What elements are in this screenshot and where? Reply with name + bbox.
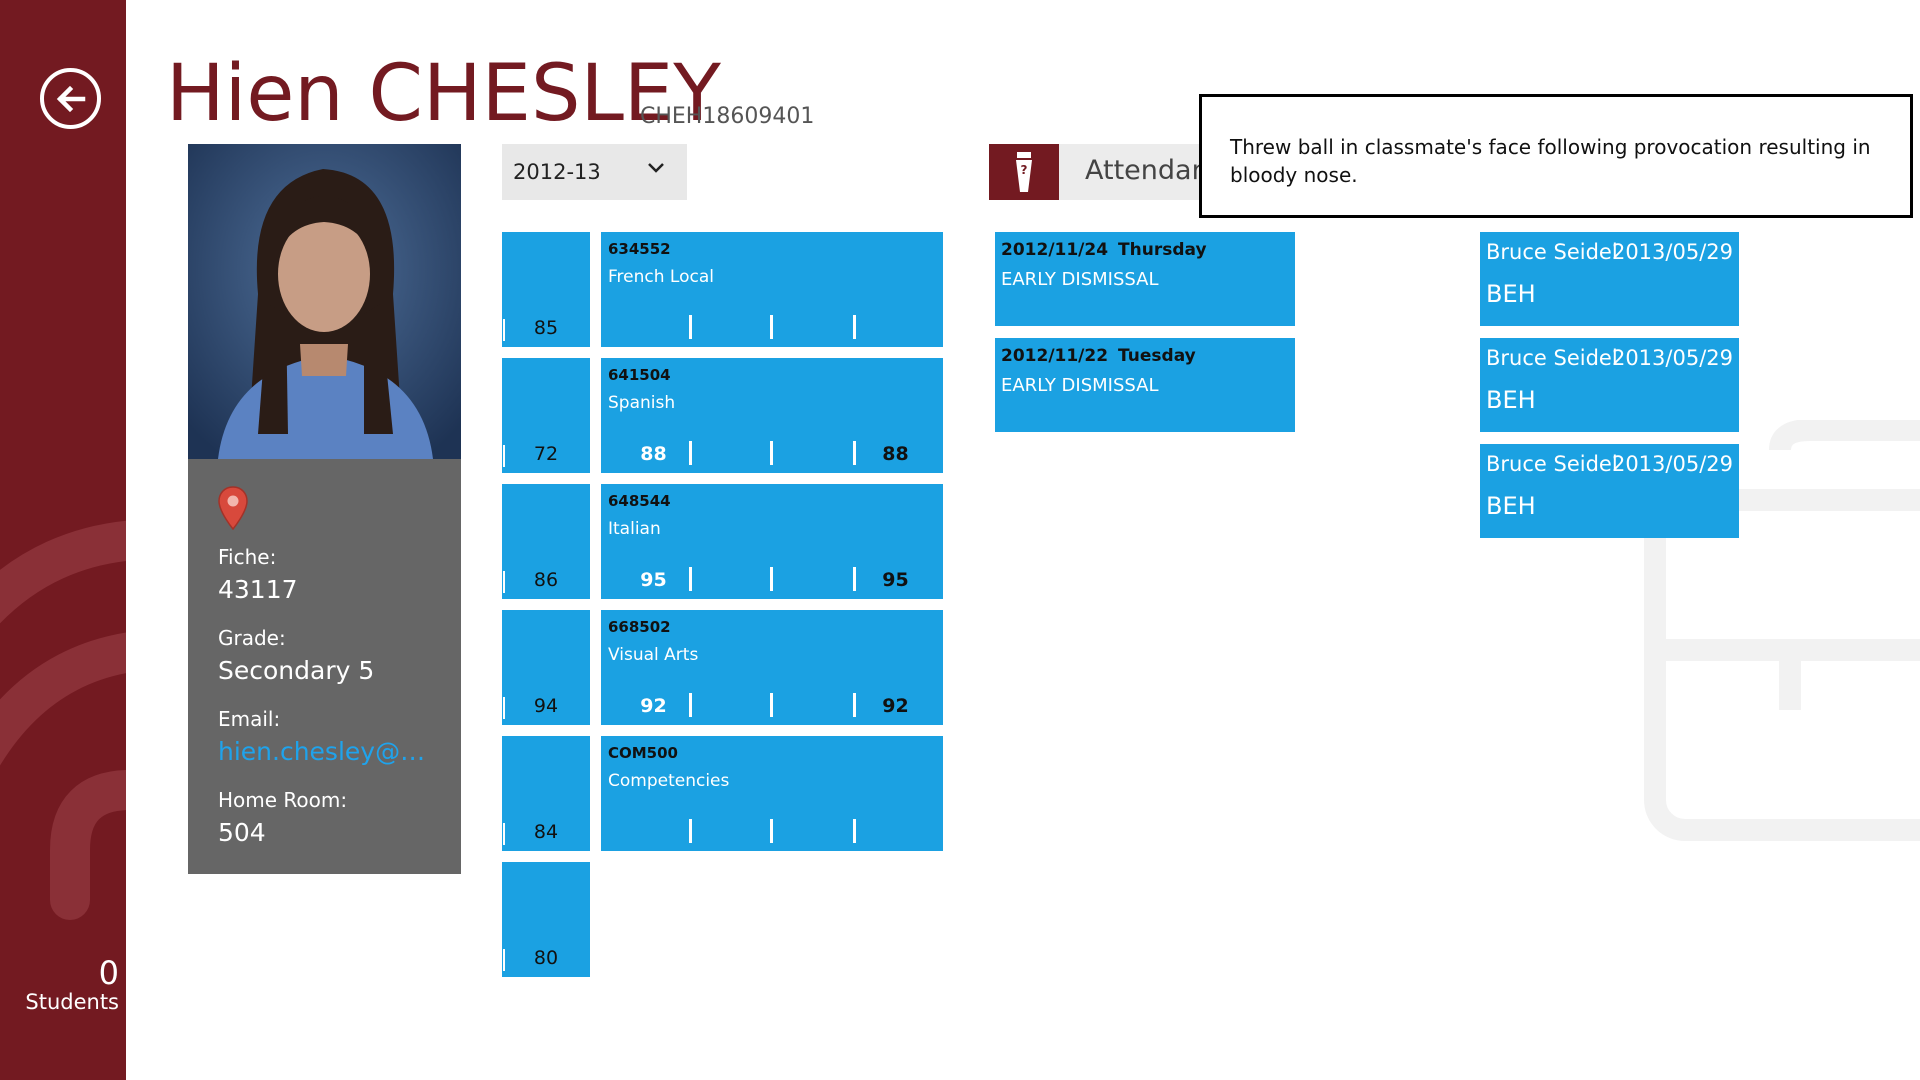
behaviour-category: BEH [1486, 280, 1536, 308]
student-photo [188, 144, 461, 459]
behaviour-date: 2013/05/29 [1611, 452, 1733, 476]
school-year-dropdown[interactable]: 2012-13 [502, 144, 687, 200]
attendance-date: 2012/11/24 [1001, 240, 1109, 260]
school-year-value: 2012-13 [513, 160, 601, 184]
final-grade: 95 [882, 569, 909, 591]
navigation-rail: 0 Students [0, 0, 126, 1080]
term-divider [770, 315, 773, 339]
attendance-item[interactable]: 2012/11/22 Tuesday EARLY DISMISSAL [995, 338, 1295, 432]
attendance-item[interactable]: 2012/11/24 Thursday EARLY DISMISSAL [995, 232, 1295, 326]
svg-text:?: ? [1021, 163, 1028, 177]
average-value: 80 [533, 947, 559, 969]
term-divider [853, 819, 856, 843]
student-name: Hien CHESLEY [166, 49, 721, 139]
average-value: 86 [533, 569, 559, 591]
email-label: Email: [218, 707, 281, 731]
term-grade: 92 [640, 695, 667, 717]
course-tile[interactable]: 634552 French Local [601, 232, 943, 347]
behaviour-item[interactable]: Bruce Seidel 2013/05/29 BEH [1480, 232, 1739, 326]
term-divider [689, 315, 692, 339]
rail-decoration-icon [0, 520, 126, 920]
course-tile[interactable]: 648544 Italian 95 95 [601, 484, 943, 599]
behaviour-teacher: Bruce Seidel [1486, 240, 1618, 264]
student-info-panel: Fiche: 43117 Grade: Secondary 5 Email: h… [188, 459, 461, 874]
average-tile[interactable]: 80 [502, 862, 590, 977]
attendance-label[interactable]: Attendance [1059, 144, 1199, 200]
course-name: Visual Arts [608, 645, 699, 665]
course-tile[interactable]: COM500 Competencies [601, 736, 943, 851]
behaviour-date: 2013/05/29 [1611, 346, 1733, 370]
behaviour-category: BEH [1486, 492, 1536, 520]
behaviour-tooltip: Threw ball in classmate's face following… [1199, 94, 1913, 218]
behaviour-teacher: Bruce Seidel [1486, 452, 1618, 476]
person-question-icon: ? [1016, 152, 1032, 192]
behaviour-category: BEH [1486, 386, 1536, 414]
final-grade: 92 [882, 695, 909, 717]
fiche-value: 43117 [218, 575, 298, 604]
course-code: 634552 [608, 240, 671, 258]
term-divider [853, 315, 856, 339]
attendance-date: 2012/11/22 [1001, 346, 1109, 366]
term-divider [689, 693, 692, 717]
term-grade: 88 [640, 443, 667, 465]
grade-label: Grade: [218, 626, 286, 650]
attendance-day: Tuesday [1118, 346, 1196, 366]
location-pin-icon [218, 486, 248, 531]
briefcase-watermark-icon [1644, 420, 1920, 841]
email-link[interactable]: hien.chesley@ema... [218, 737, 431, 766]
course-code: 668502 [608, 618, 671, 636]
homeroom-label: Home Room: [218, 788, 348, 812]
attendance-day: Thursday [1118, 240, 1207, 260]
behaviour-item[interactable]: Bruce Seidel 2013/05/29 BEH [1480, 444, 1739, 538]
course-code: 641504 [608, 366, 671, 384]
homeroom-value: 504 [218, 818, 266, 847]
course-name: Competencies [608, 771, 730, 791]
average-tile[interactable]: 86 [502, 484, 590, 599]
behaviour-item[interactable]: Bruce Seidel 2013/05/29 BEH [1480, 338, 1739, 432]
student-count-label: Students [25, 990, 119, 1014]
average-value: 72 [533, 443, 559, 465]
term-divider [853, 441, 856, 465]
term-divider [689, 567, 692, 591]
term-divider [770, 819, 773, 843]
course-name: Italian [608, 519, 661, 539]
term-divider [689, 441, 692, 465]
student-portrait-icon [188, 144, 461, 459]
average-tile[interactable]: 84 [502, 736, 590, 851]
term-divider [853, 567, 856, 591]
arrow-left-icon [56, 85, 86, 113]
course-tile[interactable]: 641504 Spanish 88 88 [601, 358, 943, 473]
fiche-label: Fiche: [218, 545, 277, 569]
course-code: 648544 [608, 492, 671, 510]
course-tile[interactable]: 668502 Visual Arts 92 92 [601, 610, 943, 725]
course-code: COM500 [608, 744, 678, 762]
behaviour-date: 2013/05/29 [1611, 240, 1733, 264]
behaviour-teacher: Bruce Seidel [1486, 346, 1618, 370]
average-value: 94 [533, 695, 559, 717]
attendance-section-button[interactable]: ? [989, 144, 1059, 200]
final-grade: 88 [882, 443, 909, 465]
term-divider [770, 441, 773, 465]
student-count: 0 [98, 954, 119, 992]
average-tile[interactable]: 94 [502, 610, 590, 725]
average-value: 84 [533, 821, 559, 843]
back-button[interactable] [40, 68, 101, 129]
term-divider [770, 567, 773, 591]
term-divider [689, 819, 692, 843]
student-id: CHEH18609401 [640, 104, 815, 129]
course-name: French Local [608, 267, 714, 287]
chevron-down-icon [648, 163, 664, 173]
course-name: Spanish [608, 393, 676, 413]
term-grade: 95 [640, 569, 667, 591]
grade-value: Secondary 5 [218, 656, 375, 685]
term-divider [770, 693, 773, 717]
average-tile[interactable]: 72 [502, 358, 590, 473]
attendance-reason: EARLY DISMISSAL [1001, 375, 1159, 396]
term-divider [853, 693, 856, 717]
average-tile[interactable]: 85 [502, 232, 590, 347]
average-value: 85 [533, 317, 559, 339]
attendance-reason: EARLY DISMISSAL [1001, 269, 1159, 290]
